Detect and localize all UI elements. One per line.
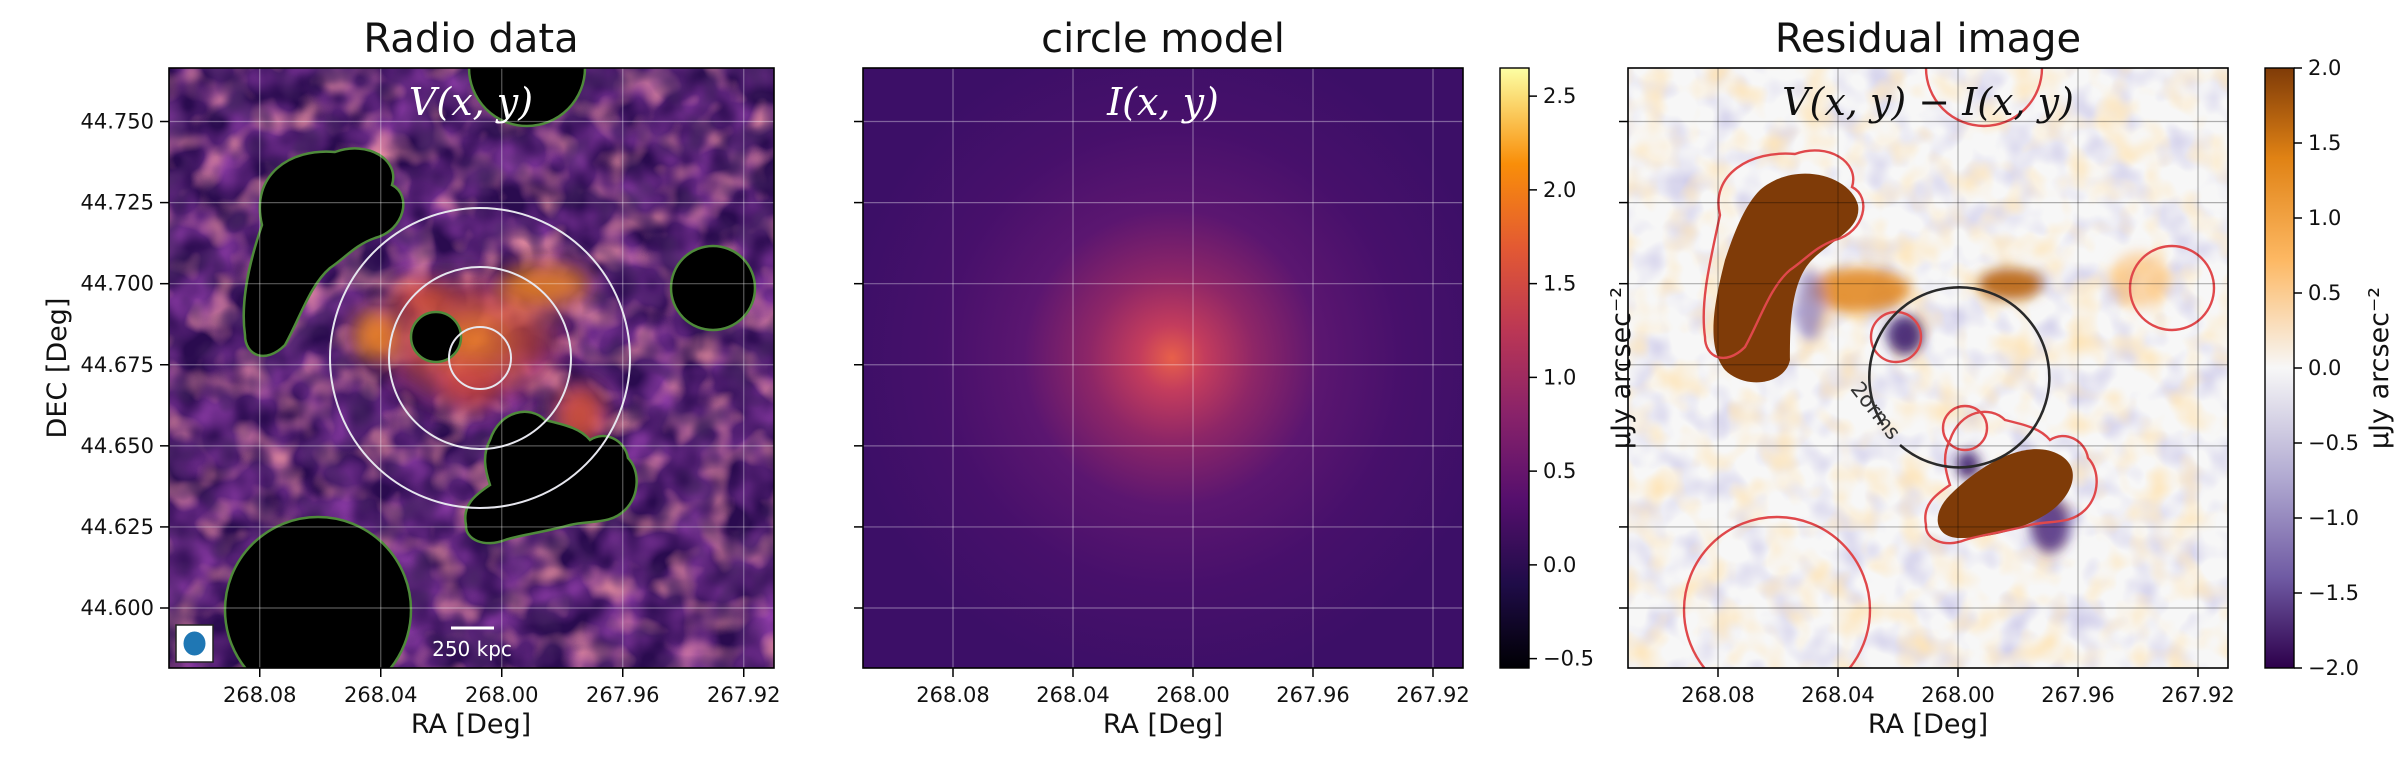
colorbar-tick-label: −2.0 <box>2308 656 2359 680</box>
radial-rings <box>329 207 631 509</box>
mask-outlines <box>1682 68 2216 668</box>
colorbar-tick-label: 2.0 <box>1543 178 1576 202</box>
colorbar-tick-label: 0.0 <box>1543 553 1576 577</box>
residual-y-ticks <box>1619 120 1628 609</box>
colorbar-tick-label: 1.5 <box>1543 272 1576 296</box>
circle-model-x-label: RA [Deg] <box>1103 709 1223 740</box>
y-tick-label: 44.700 <box>81 272 154 296</box>
radio-data-axes-frame <box>168 67 775 669</box>
colorbar-tick-label: 0.5 <box>1543 459 1576 483</box>
x-tick-label: 268.08 <box>1681 683 1754 707</box>
residual-x-ticks: 268.08 268.04 268.00 267.96 267.92 <box>1681 668 2235 707</box>
x-tick-label: 268.00 <box>465 683 538 707</box>
radio-data-grid <box>169 68 774 668</box>
y-tick-label: 44.600 <box>81 596 154 620</box>
colorbar-tick-label: −0.5 <box>1543 647 1594 671</box>
y-tick-label: 44.750 <box>81 110 154 134</box>
x-tick-label: 267.96 <box>586 683 659 707</box>
x-tick-label: 268.04 <box>1801 683 1874 707</box>
x-tick-label: 267.92 <box>2161 683 2234 707</box>
x-tick-label: 268.08 <box>223 683 296 707</box>
radio-data-y-label: DEC [Deg] <box>42 298 73 439</box>
residual-title: Residual image <box>1775 16 2081 62</box>
residual-annotation: V(x, y) − I(x, y) <box>1782 80 2074 124</box>
radio-data-annotation: V(x, y) <box>409 80 533 124</box>
y-tick-label: 44.725 <box>81 191 154 215</box>
beam-indicator <box>175 624 214 663</box>
colorbar-tick-label: 1.0 <box>1543 365 1576 389</box>
colorbar-tick-label: 1.0 <box>2308 206 2341 230</box>
colorbar-tick-label: 2.5 <box>1543 84 1576 108</box>
circle-model-axes-frame <box>862 67 1464 669</box>
scale-bar-label: 250 kpc <box>432 637 512 661</box>
y-tick-label: 44.650 <box>81 434 154 458</box>
radio-data-panel: 268.08 268.04 268.00 267.96 267.92 44.75044.… <box>42 16 780 740</box>
x-tick-label: 267.92 <box>1396 683 1469 707</box>
circle-model-panel: 268.08 268.04 268.00 267.96 267.92 circle mo… <box>854 16 1594 740</box>
residual-x-label: RA [Deg] <box>1868 709 1988 740</box>
residual-colorbar-label: μJy arcsec⁻² <box>2364 287 2395 449</box>
residual-grid <box>1628 68 2228 668</box>
circle-model-title: circle model <box>1041 16 1285 62</box>
radio-data-image <box>169 68 774 668</box>
x-tick-label: 268.00 <box>1156 683 1229 707</box>
residual-image <box>1628 68 2228 668</box>
colorbar-tick-label: 0.0 <box>2308 356 2341 380</box>
x-tick-label: 267.92 <box>707 683 780 707</box>
circle-model-y-ticks <box>854 120 863 609</box>
colorbar-tick-label: −1.0 <box>2308 506 2359 530</box>
colorbar-tick-label: −0.5 <box>2308 431 2359 455</box>
x-tick-label: 268.00 <box>1921 683 1994 707</box>
circle-model-x-ticks: 268.08 268.04 268.00 267.96 267.92 <box>916 668 1470 707</box>
colorbar-tick-label: 1.5 <box>2308 131 2341 155</box>
colorbar-tick-label: −1.5 <box>2308 581 2359 605</box>
radio-data-y-ticks: 44.750 44.725 44.700 44.675 44.650 44.625 44.6… <box>81 110 169 620</box>
colorbar-tick-label: 2.0 <box>2308 56 2341 80</box>
residual-axes-frame <box>1627 67 2229 669</box>
x-tick-label: 268.04 <box>1036 683 1109 707</box>
circle-model-image <box>863 68 1463 668</box>
circle-model-colorbar: 2.5 2.0 1.5 1.0 0.5 0.0 −0.5 <box>1499 67 1594 671</box>
y-tick-label: 44.675 <box>81 353 154 377</box>
radio-data-x-label: RA [Deg] <box>411 709 531 740</box>
circle-model-annotation: I(x, y) <box>1106 80 1219 124</box>
residual-colorbar: 2.0 1.5 1.0 0.5 0.0 −0.5 −1.0 −1.5 −2.0 μJy arcs… <box>2264 56 2395 680</box>
circle-model-grid <box>863 68 1463 668</box>
masked-sources <box>223 68 757 668</box>
x-tick-label: 268.04 <box>344 683 417 707</box>
residual-panel: 2σrms 268.08 268.04 268.00 267.96 267.92 Res… <box>1606 16 2395 740</box>
colorbar-tick-label: 0.5 <box>2308 281 2341 305</box>
scale-bar: 250 kpc <box>432 626 512 661</box>
radio-data-title: Radio data <box>363 16 578 62</box>
x-tick-label: 267.96 <box>1276 683 1349 707</box>
radio-data-x-ticks: 268.08 268.04 268.00 267.96 267.92 <box>223 668 780 707</box>
residual-y-label: μJy arcsec⁻² <box>1606 287 1637 449</box>
x-tick-label: 267.96 <box>2041 683 2114 707</box>
sigma-circle <box>1868 286 2051 469</box>
x-tick-label: 268.08 <box>916 683 989 707</box>
positive-lobes <box>1713 173 2073 538</box>
y-tick-label: 44.625 <box>81 515 154 539</box>
